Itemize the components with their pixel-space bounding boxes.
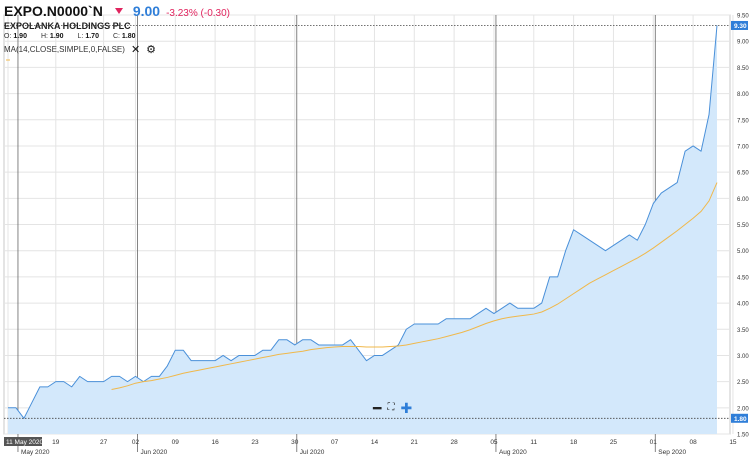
y-tick-label: 8.00 bbox=[737, 92, 749, 98]
zoom-toolbar: ━ ⛶ ✚ bbox=[373, 400, 413, 416]
symbol-row: EXPO.N0000`N 9.00 -3.23% (-0.30) bbox=[4, 3, 230, 23]
x-tick-label: 21 bbox=[411, 439, 419, 446]
y-tick-label: 3.50 bbox=[737, 328, 749, 334]
x-tick-label: 19 bbox=[52, 439, 60, 446]
y-tick-label: 3.00 bbox=[737, 354, 749, 360]
ma14-line bbox=[111, 182, 718, 390]
y-tick-label: 5.50 bbox=[737, 223, 749, 229]
value-markers: 9.30 1.80 bbox=[4, 20, 748, 423]
x-axis: 11 May 2020 19 27 02 09 16 23 30 07 14 21 28 05 11 18 2… bbox=[4, 437, 737, 456]
min-value-label: 1.80 bbox=[734, 416, 747, 423]
x-tick-label: 11 bbox=[530, 439, 537, 446]
reset-zoom-icon[interactable]: ⛶ bbox=[387, 402, 395, 413]
x-tick-label: 18 bbox=[570, 439, 578, 446]
ohlc-low: L: 1.70 bbox=[77, 33, 99, 40]
close-area-fill bbox=[8, 25, 717, 434]
x-tick-label: 14 bbox=[371, 439, 379, 446]
y-tick-label: 9.00 bbox=[737, 40, 749, 46]
x-tick-label: 23 bbox=[251, 439, 259, 446]
x-tick-label-box bbox=[4, 437, 42, 446]
month-label: Aug 2020 bbox=[499, 449, 527, 456]
y-tick-label: 6.00 bbox=[737, 197, 749, 203]
x-tick-label: 08 bbox=[689, 439, 697, 446]
y-tick-label: 2.50 bbox=[737, 380, 749, 386]
month-label: May 2020 bbox=[21, 449, 50, 456]
indicator-row: MA(14,CLOSE,SIMPLE,0,FALSE) ✕ ⚙ bbox=[4, 43, 156, 56]
y-tick-label: 5.00 bbox=[737, 249, 749, 255]
indicator-label: MA(14,CLOSE,SIMPLE,0,FALSE) bbox=[4, 45, 125, 54]
month-label: Sep 2020 bbox=[658, 449, 686, 456]
ohlc-high: H: 1.90 bbox=[40, 33, 64, 40]
price-change: -3.23% (-0.30) bbox=[166, 8, 230, 19]
x-tick-label: 01 bbox=[650, 439, 658, 446]
y-tick-label: 9.50 bbox=[737, 14, 749, 20]
last-price: 9.00 bbox=[132, 3, 161, 19]
min-value-tag bbox=[731, 413, 748, 423]
chart-lines bbox=[8, 25, 718, 419]
company-name: EXPOLANKA HOLDINGS PLC bbox=[4, 21, 131, 31]
ohlc-open: O: 1.90 bbox=[4, 33, 27, 40]
y-tick-label: 2.00 bbox=[737, 406, 749, 412]
symbol: EXPO.N0000`N bbox=[4, 3, 103, 19]
month-label: Jun 2020 bbox=[140, 449, 167, 456]
month-label: Jul 2020 bbox=[300, 449, 325, 456]
x-tick-label: 02 bbox=[132, 439, 140, 446]
x-tick-label: 09 bbox=[172, 439, 180, 446]
y-tick-label: 1.50 bbox=[737, 433, 749, 439]
y-tick-label: 7.00 bbox=[737, 144, 749, 150]
price-area bbox=[8, 25, 717, 434]
x-tick-label: 07 bbox=[331, 439, 339, 446]
last-value-tag bbox=[731, 20, 748, 30]
y-axis: 9.50 9.00 8.50 8.00 7.50 7.00 6.50 6.00 5.50 5.00… bbox=[737, 14, 749, 439]
x-tick-label: 16 bbox=[212, 439, 220, 446]
x-tick-label: 30 bbox=[291, 439, 299, 446]
indicator-settings-gear-icon[interactable]: ⚙ bbox=[146, 44, 157, 56]
close-price-line bbox=[8, 25, 718, 419]
remove-indicator-close-icon[interactable]: ✕ bbox=[130, 44, 141, 56]
ohlc-close: C: 1.80 bbox=[112, 33, 136, 40]
y-tick-label: 4.00 bbox=[737, 302, 749, 308]
zoom-out-minus-icon[interactable]: ━ bbox=[373, 400, 382, 416]
y-tick-label: 6.50 bbox=[737, 171, 749, 177]
y-tick-label: 4.50 bbox=[737, 275, 749, 281]
y-tick-label: 8.50 bbox=[737, 66, 749, 72]
x-tick-label: 11 May 2020 bbox=[6, 439, 43, 446]
zoom-in-plus-icon[interactable]: ✚ bbox=[400, 400, 413, 416]
x-tick-label: 25 bbox=[610, 439, 618, 446]
x-tick-label: 15 bbox=[729, 439, 737, 446]
x-tick-label: 27 bbox=[100, 439, 108, 446]
x-tick-label: 05 bbox=[490, 439, 498, 446]
ohlc-row: O: 1.90 H: 1.90 L: 1.70 C: 1.80 bbox=[4, 33, 136, 40]
down-triangle-icon bbox=[114, 8, 123, 14]
y-tick-label: 7.50 bbox=[737, 118, 749, 124]
last-value-label: 9.30 bbox=[734, 23, 747, 30]
x-tick-label: 28 bbox=[450, 439, 458, 446]
